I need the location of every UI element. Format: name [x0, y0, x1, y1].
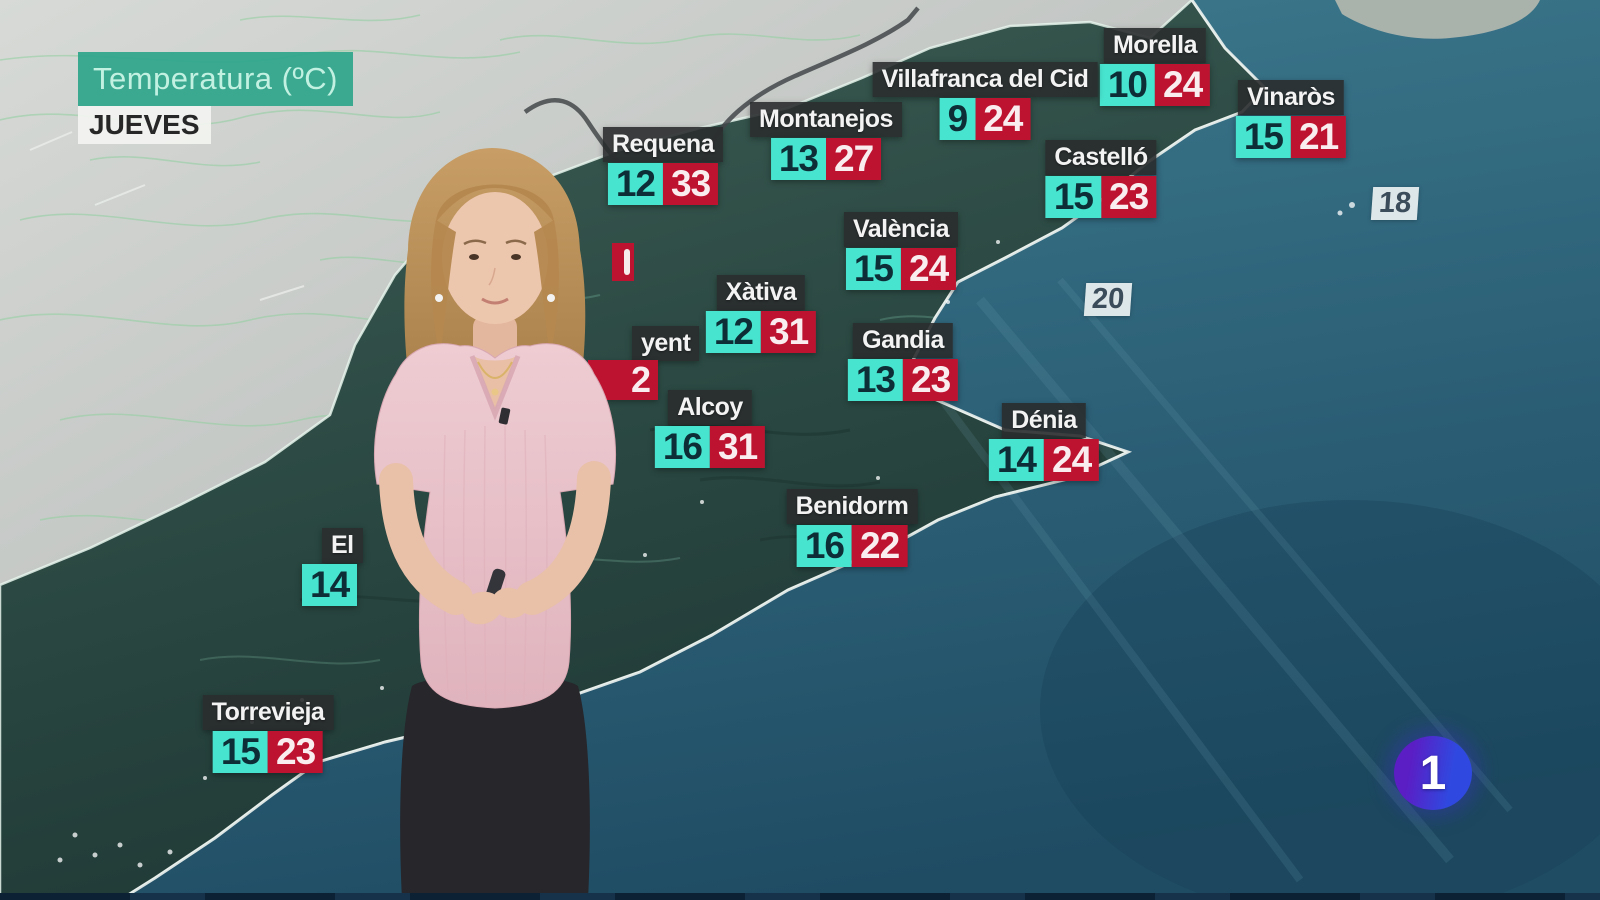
max-temp: 24 — [975, 98, 1031, 140]
max-temp: 31 — [710, 426, 766, 468]
delta-landmass — [1335, 0, 1540, 39]
min-temp: 15 — [1045, 176, 1101, 218]
max-temp: 23 — [1100, 176, 1157, 218]
max-temp-sliver — [612, 243, 634, 281]
city-name: Alcoy — [668, 390, 752, 425]
min-temp: 9 — [939, 98, 976, 140]
city-label-benidorm: Benidorm 16 22 — [786, 489, 918, 567]
presenter-vneck — [469, 355, 521, 425]
max-temp: 23 — [903, 359, 959, 401]
city-label-gandia: Gandia 13 23 — [847, 323, 959, 401]
min-temp: 12 — [607, 163, 663, 205]
min-temp: 15 — [1235, 116, 1291, 158]
channel-logo-number: 1 — [1419, 746, 1447, 800]
city-name: Xàtiva — [716, 275, 806, 310]
city-name: Morella — [1103, 28, 1207, 63]
max-temp: 21 — [1291, 116, 1347, 158]
city-name: Montanejos — [750, 102, 902, 137]
city-label-valencia: València 15 24 — [843, 212, 959, 290]
city-name: Vinaròs — [1238, 80, 1344, 115]
sea-temp-18: 18 — [1370, 187, 1420, 220]
min-temp: 14 — [988, 439, 1044, 481]
max-temp: 24 — [900, 248, 957, 290]
city-name: València — [843, 212, 959, 247]
city-label-villafranca: Villafranca del Cid 9 24 — [872, 62, 1098, 140]
min-temp: 15 — [212, 731, 268, 773]
header-day: JUEVES — [78, 106, 211, 144]
city-label-el-partial: El 14 — [302, 528, 363, 606]
min-temp: 13 — [847, 359, 903, 401]
city-label-montanejos: Montanejos 13 27 — [750, 102, 902, 180]
city-name: Castelló — [1045, 140, 1157, 175]
city-label-vinaros: Vinaròs 15 21 — [1235, 80, 1347, 158]
city-name: Torrevieja — [202, 695, 334, 730]
city-label-denia: Dénia 14 24 — [988, 403, 1100, 481]
min-temp: 13 — [770, 138, 826, 180]
city-label-requena: Requena 12 33 — [602, 127, 724, 205]
blouse-ribs — [443, 425, 548, 705]
max-temp: 24 — [1044, 439, 1100, 481]
min-temp: 16 — [654, 426, 710, 468]
city-label-alcoy: Alcoy 16 31 — [654, 390, 766, 468]
min-temp: 15 — [845, 248, 901, 290]
city-name: Requena — [602, 127, 724, 162]
min-temp: 12 — [705, 311, 761, 353]
sea-deep-patch — [1040, 500, 1600, 900]
presenter-arms — [379, 461, 611, 615]
city-name: Dénia — [1002, 403, 1086, 438]
city-name-fragment: yent — [632, 326, 700, 361]
max-temp: 23 — [268, 731, 324, 773]
presenter-hands — [462, 568, 528, 625]
max-temp: 24 — [1155, 64, 1211, 106]
header-title: Temperatura (ºC) — [78, 52, 353, 106]
sea — [120, 0, 1600, 900]
min-temp: 16 — [796, 525, 852, 567]
presenter-fringe — [431, 184, 559, 358]
channel-logo: 1 — [1394, 736, 1472, 810]
city-name: Villafranca del Cid — [872, 62, 1098, 97]
city-label-xativa: Xàtiva 12 31 — [705, 275, 817, 353]
max-temp: 22 — [852, 525, 908, 567]
city-label-castello: Castelló 15 23 — [1045, 140, 1157, 218]
presenter-blouse — [374, 343, 616, 709]
city-name: Benidorm — [786, 489, 918, 524]
city-name-fragment: El — [322, 528, 363, 563]
presenter-features — [435, 239, 555, 305]
min-temp-fragment: 14 — [302, 564, 358, 606]
max-temp-fragment-ontinyent: 2 — [588, 360, 658, 400]
weather-presenter — [374, 148, 616, 900]
max-temp: 33 — [663, 163, 719, 205]
sea-streaks — [916, 277, 1513, 883]
max-temp: 31 — [761, 311, 817, 353]
city-name: Gandia — [853, 323, 953, 358]
presenter-trousers — [400, 675, 590, 900]
bottom-ticker-edge — [0, 893, 1600, 900]
sea-temp-20: 20 — [1083, 283, 1133, 316]
city-label-ontinyent-partial: yent — [632, 326, 700, 361]
max-temp: 27 — [826, 138, 882, 180]
header: Temperatura (ºC) JUEVES — [78, 52, 353, 144]
min-temp: 10 — [1099, 64, 1155, 106]
presenter-face — [442, 192, 548, 324]
city-label-torrevieja: Torrevieja 15 23 — [202, 695, 334, 773]
city-label-morella: Morella 10 24 — [1099, 28, 1211, 106]
